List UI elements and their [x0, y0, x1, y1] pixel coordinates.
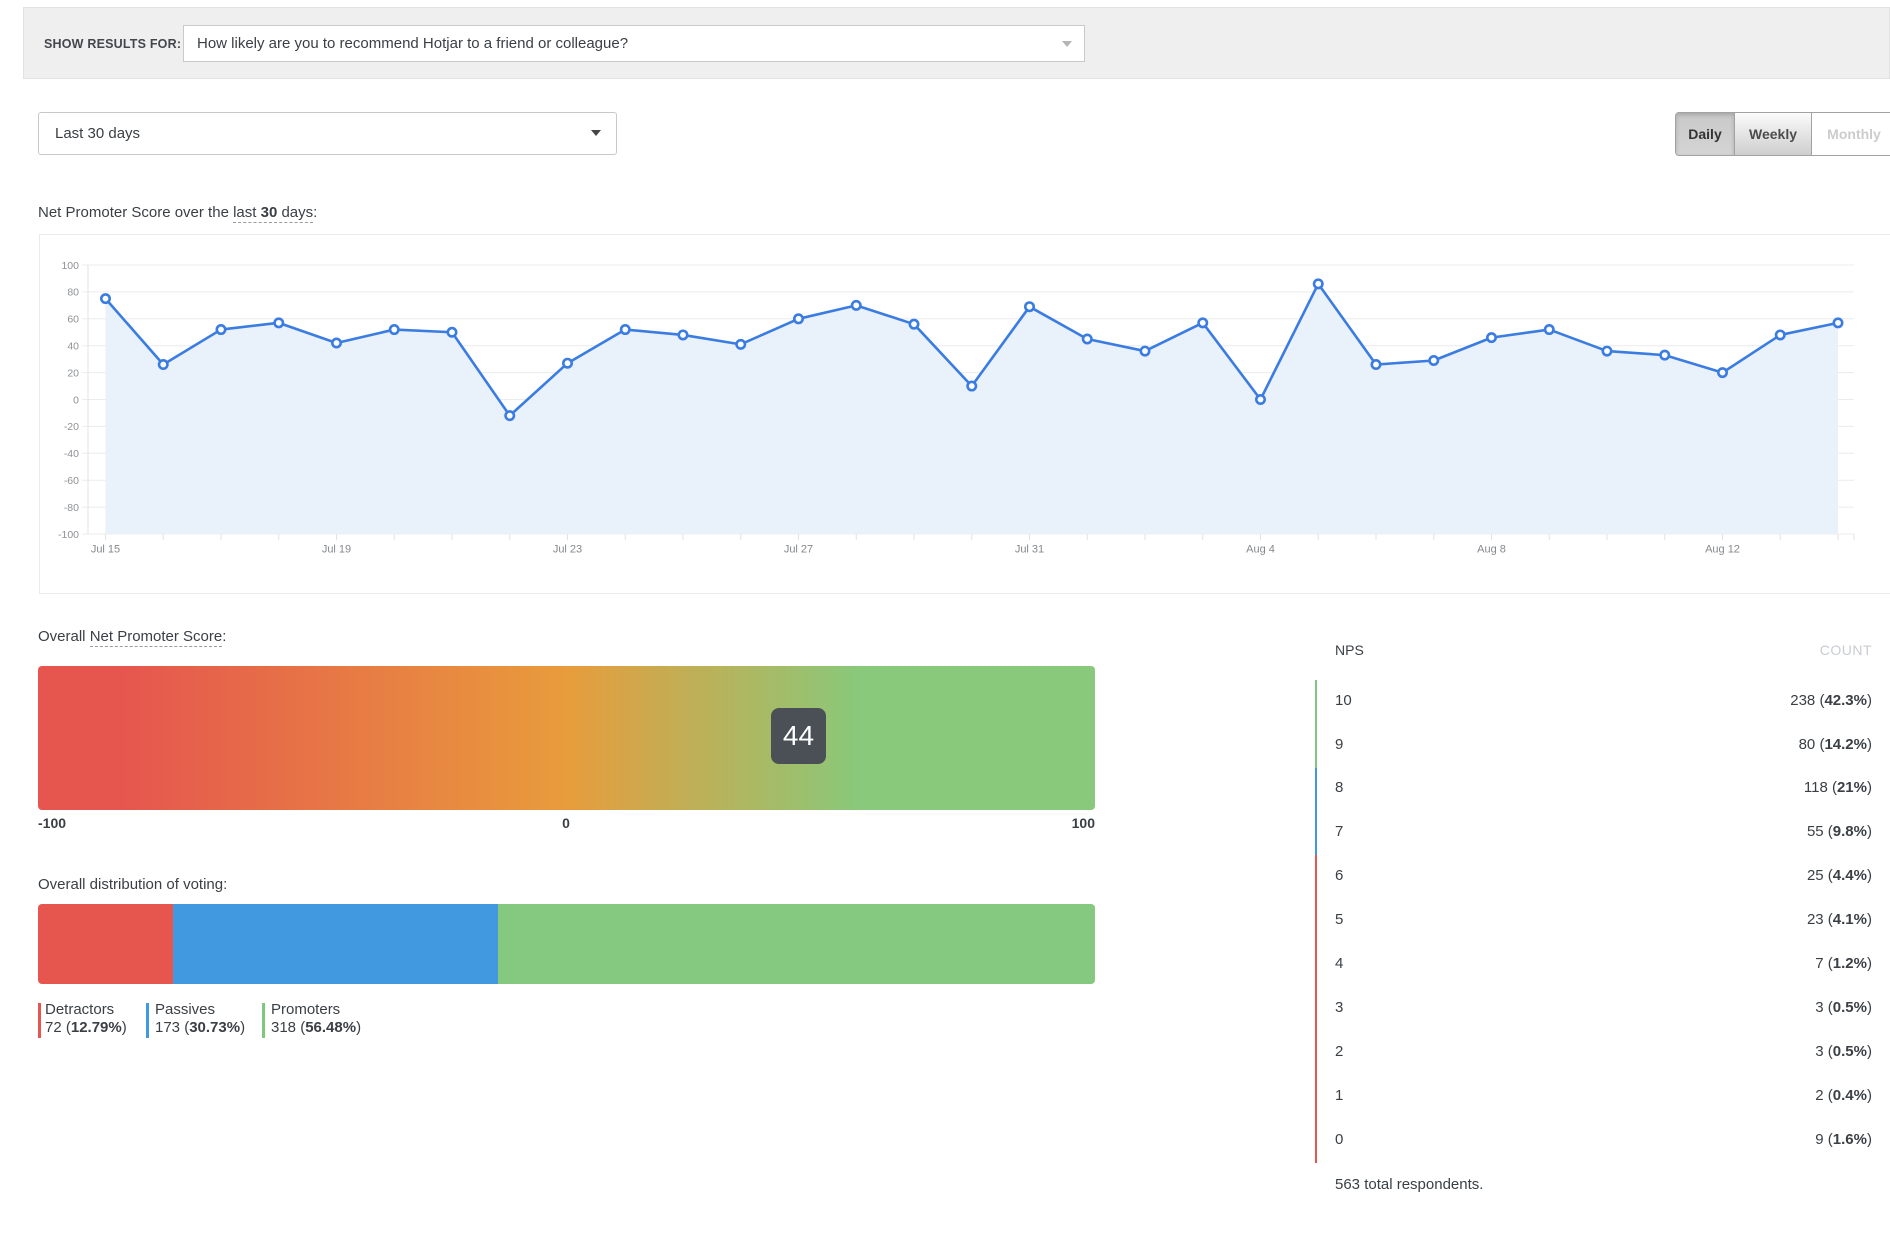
svg-text:0: 0 — [73, 394, 79, 406]
svg-text:Jul 27: Jul 27 — [784, 544, 813, 556]
svg-text:80: 80 — [67, 287, 79, 299]
svg-text:-60: -60 — [64, 475, 79, 487]
svg-text:20: 20 — [67, 367, 79, 379]
svg-text:60: 60 — [67, 314, 79, 326]
svg-text:-80: -80 — [64, 502, 79, 514]
svg-text:100: 100 — [61, 260, 79, 272]
svg-text:Jul 15: Jul 15 — [91, 544, 120, 556]
svg-text:Jul 31: Jul 31 — [1015, 544, 1044, 556]
svg-text:-40: -40 — [64, 448, 79, 460]
svg-text:Aug 8: Aug 8 — [1477, 544, 1506, 556]
svg-text:Jul 19: Jul 19 — [322, 544, 351, 556]
svg-text:40: 40 — [67, 341, 79, 353]
svg-text:-100: -100 — [58, 529, 79, 541]
svg-text:Jul 23: Jul 23 — [553, 544, 582, 556]
svg-text:-20: -20 — [64, 421, 79, 433]
svg-text:Aug 12: Aug 12 — [1705, 544, 1740, 556]
svg-text:Aug 4: Aug 4 — [1246, 544, 1275, 556]
